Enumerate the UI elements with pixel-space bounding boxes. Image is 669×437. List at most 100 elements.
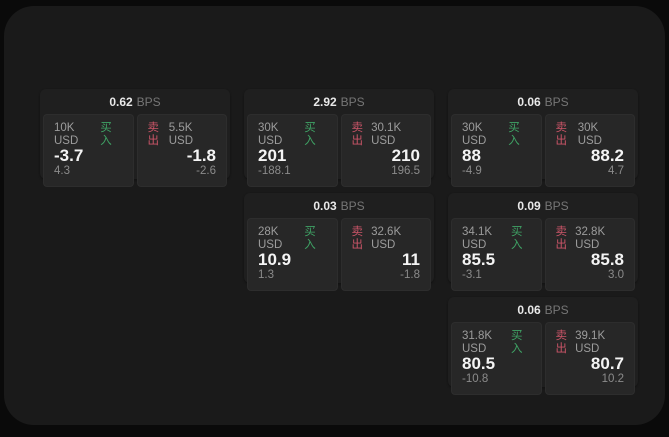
main-panel: 0.62 BPS 10K USD 买入 -3.7 4.3 卖出 5.5K USD… <box>4 6 665 425</box>
sell-panel[interactable]: 卖出 30.1K USD 210 196.5 <box>340 114 431 187</box>
sell-delta: -1.8 <box>400 269 420 282</box>
buy-size-label: 30K USD <box>258 122 283 147</box>
bps-unit-label: BPS <box>136 94 161 109</box>
buy-size-label: 28K USD <box>258 226 283 251</box>
buy-label-row: 34.1K USD 买入 <box>462 226 531 251</box>
buy-delta: -3.1 <box>462 269 482 282</box>
sell-delta: 4.7 <box>608 165 624 178</box>
buy-tag: 买入 <box>304 226 316 251</box>
bps-header: 0.62 BPS <box>43 89 227 114</box>
quote-card-body: 28K USD 买入 10.9 1.3 卖出 32.6K USD 11 -1.8 <box>247 218 431 291</box>
bps-header: 0.09 BPS <box>451 193 635 218</box>
buy-panel[interactable]: 34.1K USD 买入 85.5 -3.1 <box>451 218 542 291</box>
buy-tag: 买入 <box>508 122 520 147</box>
sell-size-label: 39.1K USD <box>575 330 606 355</box>
sell-tag: 卖出 <box>555 330 568 355</box>
buy-label-row: 31.8K USD 买入 <box>462 330 531 355</box>
buy-label-row: 10K USD 买入 <box>54 122 123 147</box>
buy-value: 88 <box>462 146 481 166</box>
buy-panel[interactable]: 30K USD 买入 201 -188.1 <box>247 114 338 187</box>
buy-tag: 买入 <box>100 122 112 147</box>
buy-panel[interactable]: 31.8K USD 买入 80.5 -10.8 <box>451 322 542 395</box>
bps-header: 2.92 BPS <box>247 89 431 114</box>
quote-card: 0.06 BPS 30K USD 买入 88 -4.9 卖出 30K USD 8… <box>448 89 638 187</box>
buy-delta: -188.1 <box>258 165 291 178</box>
sell-label-row: 卖出 39.1K USD <box>556 330 625 355</box>
sell-label-row: 卖出 32.6K USD <box>352 226 421 251</box>
sell-size-label: 5.5K USD <box>168 122 194 147</box>
sell-tag: 卖出 <box>147 122 160 147</box>
sell-delta: 3.0 <box>608 269 624 282</box>
buy-label-row: 28K USD 买入 <box>258 226 327 251</box>
bps-unit-label: BPS <box>340 94 365 109</box>
bps-value: 0.03 <box>313 198 337 213</box>
sell-panel[interactable]: 卖出 32.8K USD 85.8 3.0 <box>544 218 635 291</box>
sell-label-row: 卖出 30.1K USD <box>352 122 421 147</box>
buy-delta: -4.9 <box>462 165 482 178</box>
sell-delta: -2.6 <box>196 165 216 178</box>
sell-size-label: 30.1K USD <box>371 122 402 147</box>
sell-panel[interactable]: 卖出 39.1K USD 80.7 10.2 <box>544 322 635 395</box>
bps-header: 0.06 BPS <box>451 89 635 114</box>
quote-card: 0.62 BPS 10K USD 买入 -3.7 4.3 卖出 5.5K USD… <box>40 89 230 187</box>
quote-card-body: 30K USD 买入 88 -4.9 卖出 30K USD 88.2 4.7 <box>451 114 635 187</box>
bps-value: 2.92 <box>313 94 337 109</box>
sell-delta: 10.2 <box>601 373 624 386</box>
sell-value: 80.7 <box>590 354 624 374</box>
buy-delta: 1.3 <box>258 269 274 282</box>
buy-size-label: 31.8K USD <box>462 330 493 355</box>
buy-label-row: 30K USD 买入 <box>462 122 531 147</box>
bps-unit-label: BPS <box>544 94 569 109</box>
bps-unit-label: BPS <box>340 198 365 213</box>
sell-tag: 卖出 <box>555 226 568 251</box>
sell-panel[interactable]: 卖出 30K USD 88.2 4.7 <box>544 114 635 187</box>
buy-panel[interactable]: 30K USD 买入 88 -4.9 <box>451 114 542 187</box>
sell-panel[interactable]: 卖出 5.5K USD -1.8 -2.6 <box>136 114 227 187</box>
sell-value: 88.2 <box>590 146 624 166</box>
bps-header: 0.06 BPS <box>451 297 635 322</box>
sell-tag: 卖出 <box>351 122 364 147</box>
sell-label-row: 卖出 30K USD <box>556 122 625 147</box>
sell-value: 11 <box>402 250 420 270</box>
buy-label-row: 30K USD 买入 <box>258 122 327 147</box>
buy-value: 10.9 <box>258 250 292 270</box>
buy-value: 85.5 <box>462 250 496 270</box>
buy-size-label: 10K USD <box>54 122 79 147</box>
buy-panel[interactable]: 10K USD 买入 -3.7 4.3 <box>43 114 134 187</box>
quote-card: 0.06 BPS 31.8K USD 买入 80.5 -10.8 卖出 39.1… <box>448 297 638 395</box>
quote-card-body: 34.1K USD 买入 85.5 -3.1 卖出 32.8K USD 85.8… <box>451 218 635 291</box>
buy-value: -3.7 <box>54 146 84 166</box>
sell-size-label: 30K USD <box>577 122 602 147</box>
buy-delta: 4.3 <box>54 165 70 178</box>
buy-value: 80.5 <box>462 354 496 374</box>
sell-size-label: 32.6K USD <box>371 226 402 251</box>
sell-value: 85.8 <box>590 250 624 270</box>
quote-card-body: 10K USD 买入 -3.7 4.3 卖出 5.5K USD -1.8 -2.… <box>43 114 227 187</box>
sell-label-row: 卖出 32.8K USD <box>556 226 625 251</box>
sell-label-row: 卖出 5.5K USD <box>148 122 217 147</box>
bps-value: 0.06 <box>517 302 541 317</box>
buy-tag: 买入 <box>304 122 316 147</box>
bps-value: 0.06 <box>517 94 541 109</box>
sell-tag: 卖出 <box>351 226 364 251</box>
sell-size-label: 32.8K USD <box>575 226 606 251</box>
bps-value: 0.09 <box>517 198 541 213</box>
buy-size-label: 34.1K USD <box>462 226 493 251</box>
quote-card: 0.09 BPS 34.1K USD 买入 85.5 -3.1 卖出 32.8K… <box>448 193 638 291</box>
bps-header: 0.03 BPS <box>247 193 431 218</box>
cards-grid: 0.62 BPS 10K USD 买入 -3.7 4.3 卖出 5.5K USD… <box>40 89 638 395</box>
quote-card: 2.92 BPS 30K USD 买入 201 -188.1 卖出 30.1K … <box>244 89 434 187</box>
sell-value: 210 <box>391 146 420 166</box>
buy-panel[interactable]: 28K USD 买入 10.9 1.3 <box>247 218 338 291</box>
bps-unit-label: BPS <box>544 198 569 213</box>
bps-unit-label: BPS <box>544 302 569 317</box>
quote-card-body: 30K USD 买入 201 -188.1 卖出 30.1K USD 210 1… <box>247 114 431 187</box>
buy-tag: 买入 <box>510 226 523 251</box>
bps-value: 0.62 <box>109 94 133 109</box>
sell-panel[interactable]: 卖出 32.6K USD 11 -1.8 <box>340 218 431 291</box>
sell-value: -1.8 <box>186 146 216 166</box>
quote-card: 0.03 BPS 28K USD 买入 10.9 1.3 卖出 32.6K US… <box>244 193 434 291</box>
quote-card-body: 31.8K USD 买入 80.5 -10.8 卖出 39.1K USD 80.… <box>451 322 635 395</box>
sell-delta: 196.5 <box>391 165 420 178</box>
